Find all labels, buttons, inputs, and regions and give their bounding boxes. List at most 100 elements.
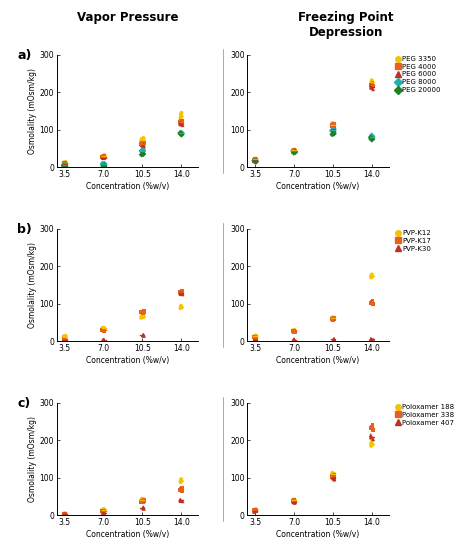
Point	[290, 149, 298, 157]
Point	[60, 332, 67, 341]
Point	[368, 83, 375, 92]
Point	[251, 506, 258, 515]
Point	[292, 147, 299, 156]
Point	[369, 82, 377, 90]
Point	[61, 334, 68, 343]
Point	[99, 335, 107, 344]
Point	[290, 327, 297, 336]
Point	[139, 496, 147, 505]
Point	[368, 272, 375, 281]
Point	[291, 147, 299, 156]
Point	[177, 484, 185, 493]
Point	[140, 504, 147, 513]
Point	[252, 506, 259, 515]
Point	[251, 156, 259, 164]
Point	[100, 326, 108, 335]
Point	[177, 117, 185, 126]
Point	[290, 146, 297, 155]
Point	[251, 506, 258, 515]
Point	[251, 157, 258, 166]
Point	[61, 510, 68, 518]
Point	[176, 119, 184, 128]
Point	[330, 313, 338, 322]
Point	[251, 333, 258, 342]
Point	[99, 326, 107, 334]
Point	[291, 146, 299, 155]
Point	[177, 112, 185, 121]
Point	[62, 158, 70, 167]
Point	[329, 474, 337, 483]
Point	[292, 148, 299, 157]
Point	[329, 316, 337, 324]
Point	[367, 133, 375, 141]
Point	[330, 470, 338, 479]
Point	[368, 81, 375, 89]
Point	[367, 442, 375, 450]
Point	[251, 157, 258, 165]
Point	[176, 118, 184, 127]
Point	[100, 162, 107, 170]
Point	[60, 509, 67, 518]
Point	[100, 335, 108, 344]
Point	[139, 503, 146, 512]
Text: Vapor Pressure: Vapor Pressure	[77, 11, 179, 24]
Point	[139, 498, 146, 506]
Point	[367, 82, 375, 91]
Point	[140, 503, 147, 512]
Point	[60, 162, 68, 171]
Point	[252, 157, 259, 165]
Point	[369, 297, 376, 306]
Point	[176, 288, 184, 297]
Point	[60, 510, 68, 519]
Point	[291, 498, 298, 507]
Point	[330, 314, 338, 323]
Point	[101, 159, 109, 168]
Point	[177, 289, 185, 298]
X-axis label: Concentration (%w/v): Concentration (%w/v)	[276, 356, 360, 364]
Point	[367, 273, 375, 282]
Point	[99, 506, 107, 515]
Point	[177, 301, 185, 310]
Point	[251, 155, 258, 164]
Point	[60, 159, 68, 168]
Point	[177, 120, 184, 129]
Point	[368, 79, 375, 88]
Point	[290, 147, 297, 156]
Point	[368, 432, 375, 441]
Point	[252, 335, 259, 344]
Point	[139, 504, 147, 512]
Point	[251, 155, 259, 164]
Point	[367, 431, 374, 439]
Point	[291, 496, 299, 505]
Point	[101, 151, 109, 159]
Point	[140, 138, 147, 147]
Point	[176, 288, 184, 297]
Point	[99, 151, 106, 160]
Point	[100, 151, 108, 160]
Point	[140, 135, 147, 144]
Point	[100, 325, 108, 334]
Point	[140, 142, 147, 151]
Point	[328, 125, 336, 134]
Point	[177, 128, 185, 136]
Point	[291, 145, 298, 154]
Point	[140, 330, 147, 339]
Point	[291, 326, 299, 335]
Point	[60, 159, 67, 168]
Point	[61, 159, 68, 168]
Point	[60, 159, 68, 168]
Point	[61, 158, 68, 167]
Point	[290, 327, 297, 335]
Point	[60, 334, 67, 343]
Point	[289, 496, 297, 505]
Point	[330, 127, 337, 135]
Point	[251, 505, 258, 514]
Point	[367, 299, 375, 307]
Point	[328, 471, 336, 480]
Point	[253, 506, 260, 515]
Point	[139, 140, 146, 149]
X-axis label: Concentration (%w/v): Concentration (%w/v)	[86, 530, 169, 539]
Point	[62, 332, 69, 340]
Point	[100, 506, 108, 515]
Point	[368, 335, 375, 344]
